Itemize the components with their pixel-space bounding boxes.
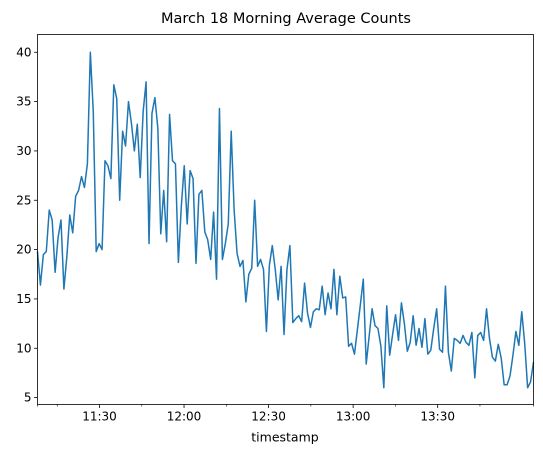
plot-area — [36, 51, 535, 389]
x-tick-label: 12:30 — [251, 410, 286, 424]
x-tick-label: 11:30 — [82, 410, 117, 424]
y-tick-label: 5 — [24, 391, 32, 405]
y-tick-label: 30 — [16, 144, 31, 158]
x-tick-label: 13:30 — [420, 410, 455, 424]
axes-frame — [37, 34, 534, 405]
y-tick-label: 40 — [16, 45, 31, 59]
y-tick-label: 20 — [16, 243, 31, 257]
y-tick-label: 10 — [16, 341, 31, 355]
x-axis-ticks: 11:30 12:00 12:30 13:00 13:30 — [37, 404, 534, 424]
series-line — [36, 51, 535, 389]
y-tick-label: 25 — [16, 193, 31, 207]
x-tick-label: 12:00 — [167, 410, 202, 424]
x-axis-label: timestamp — [251, 430, 318, 445]
y-tick-label: 35 — [16, 95, 31, 109]
chart-title: March 18 Morning Average Counts — [161, 11, 411, 27]
y-tick-label: 15 — [16, 292, 31, 306]
y-axis-ticks: 5 10 15 20 25 30 35 40 — [16, 45, 38, 405]
x-tick-label: 13:00 — [336, 410, 371, 424]
